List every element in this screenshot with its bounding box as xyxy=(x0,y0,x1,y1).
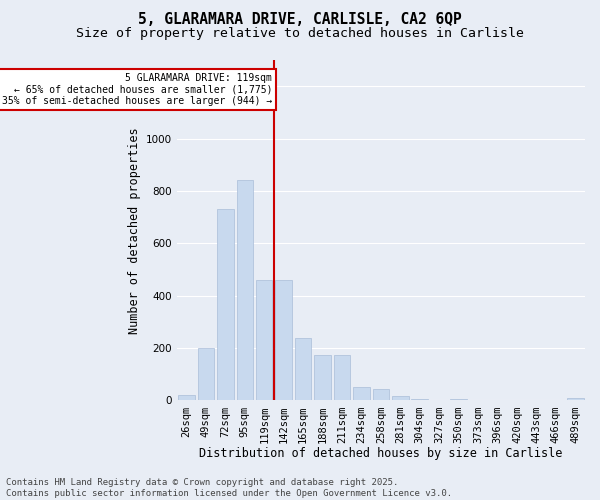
Bar xyxy=(373,390,389,400)
Bar xyxy=(275,280,292,400)
Text: 5 GLARAMARA DRIVE: 119sqm
← 65% of detached houses are smaller (1,775)
35% of se: 5 GLARAMARA DRIVE: 119sqm ← 65% of detac… xyxy=(2,73,272,106)
Text: Contains HM Land Registry data © Crown copyright and database right 2025.
Contai: Contains HM Land Registry data © Crown c… xyxy=(6,478,452,498)
Bar xyxy=(412,399,428,400)
Bar xyxy=(314,354,331,401)
Bar xyxy=(567,398,584,400)
Text: Size of property relative to detached houses in Carlisle: Size of property relative to detached ho… xyxy=(76,28,524,40)
Bar xyxy=(256,280,272,400)
Text: 5, GLARAMARA DRIVE, CARLISLE, CA2 6QP: 5, GLARAMARA DRIVE, CARLISLE, CA2 6QP xyxy=(138,12,462,28)
Bar xyxy=(392,396,409,400)
Bar xyxy=(236,180,253,400)
Bar xyxy=(197,348,214,401)
Bar xyxy=(295,338,311,400)
X-axis label: Distribution of detached houses by size in Carlisle: Distribution of detached houses by size … xyxy=(199,447,563,460)
Bar xyxy=(353,388,370,400)
Bar xyxy=(217,210,233,400)
Y-axis label: Number of detached properties: Number of detached properties xyxy=(128,127,142,334)
Bar xyxy=(334,354,350,401)
Bar xyxy=(178,395,195,400)
